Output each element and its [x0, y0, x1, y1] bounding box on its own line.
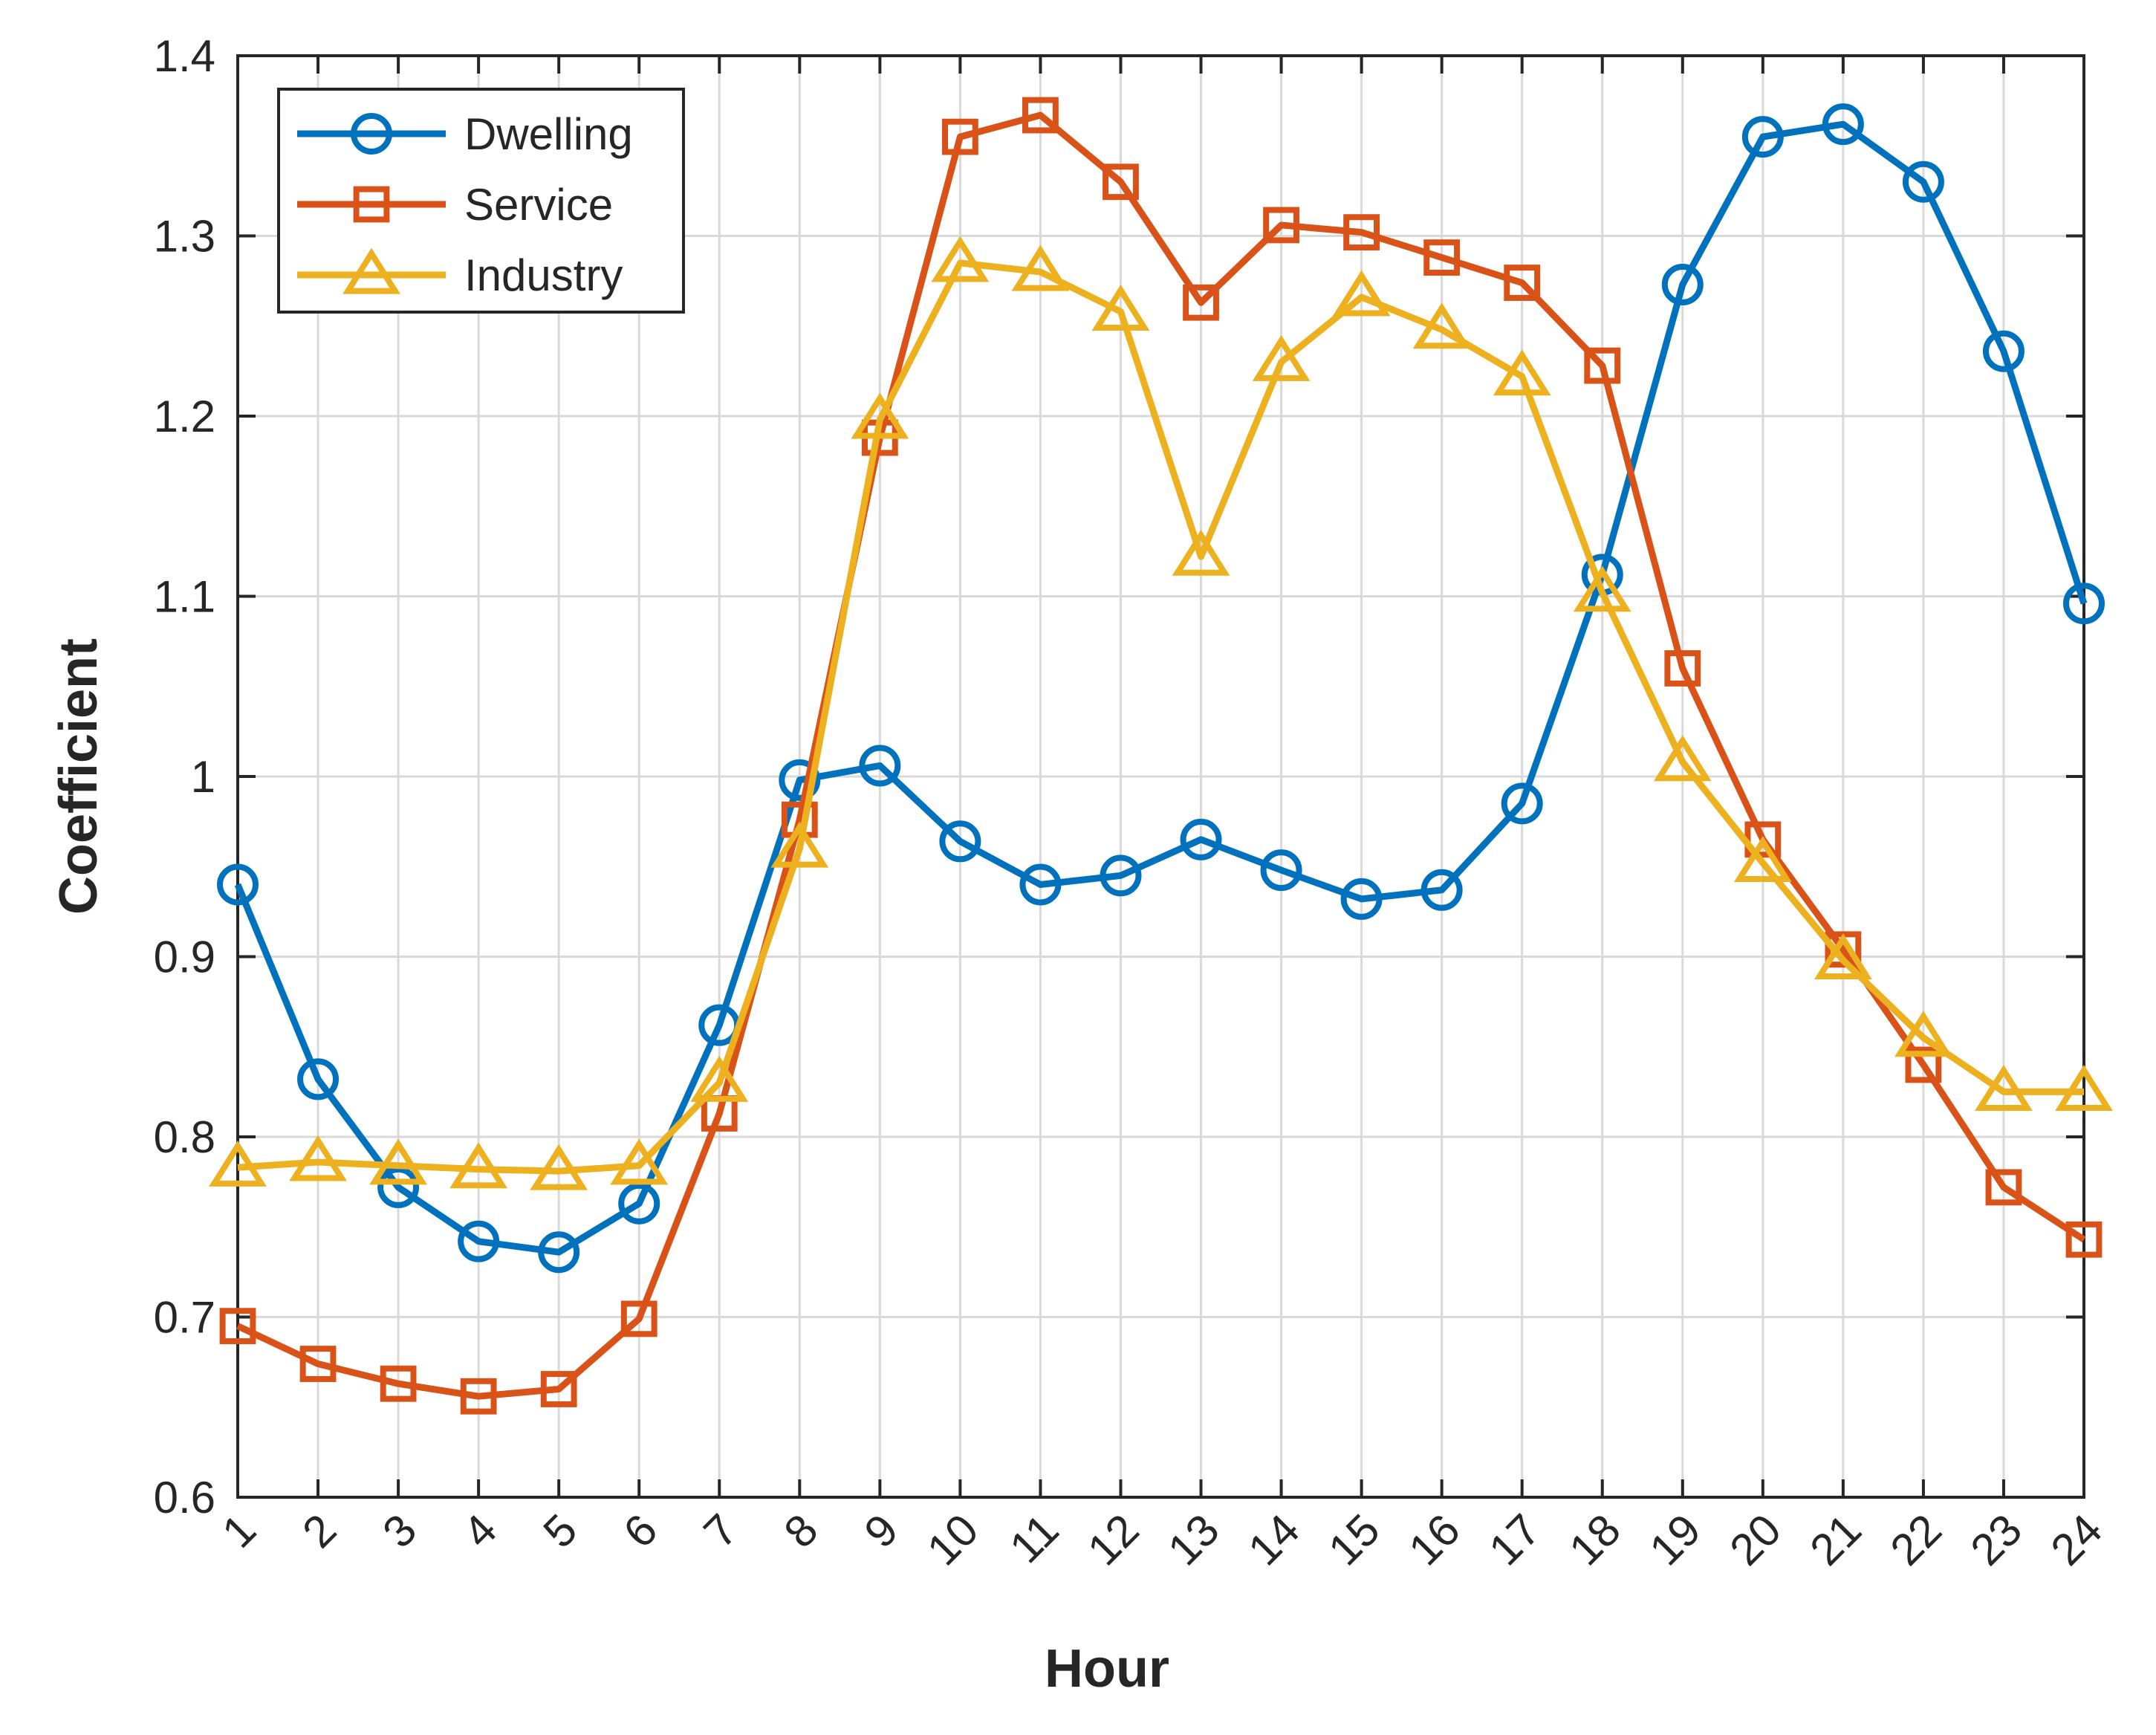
data-point-triangle: [1412, 302, 1471, 349]
series-line-dwelling: [234, 120, 2088, 1256]
y-tick-label: 1.3: [154, 212, 215, 262]
x-axis-title: Hour: [1045, 1639, 1169, 1699]
data-point-triangle: [1894, 1011, 1952, 1057]
data-point-square: [1504, 265, 1541, 301]
data-point-triangle: [851, 392, 909, 439]
data-point-triangle: [1975, 1065, 2033, 1111]
data-point-triangle: [342, 247, 400, 294]
data-point-triangle: [289, 1135, 347, 1181]
legend-item-dwelling: Dwelling: [297, 109, 633, 159]
data-point-triangle: [1332, 270, 1391, 317]
y-tick-label: 0.8: [154, 1112, 215, 1162]
data-point-square: [460, 1378, 497, 1415]
legend-item-industry: Industry: [297, 247, 623, 300]
data-point-circle: [1420, 869, 1463, 911]
data-point-circle: [1340, 878, 1383, 920]
legend: Dwelling Service Industry: [277, 88, 685, 314]
legend-label: Service: [464, 180, 613, 230]
data-point-circle: [1741, 116, 1784, 158]
data-point-triangle: [530, 1144, 588, 1190]
series-dwelling: [217, 103, 2105, 1274]
data-point-square: [1423, 239, 1461, 276]
data-point-square: [1263, 207, 1299, 244]
data-point-triangle: [1091, 285, 1150, 331]
data-point-square: [1985, 1169, 2022, 1206]
data-point-circle: [2063, 583, 2105, 625]
data-point-circle: [1982, 330, 2025, 372]
data-point-triangle: [610, 1138, 669, 1185]
data-point-circle: [538, 1231, 580, 1274]
data-point-triangle: [209, 1140, 267, 1187]
data-point-circle: [1180, 818, 1222, 860]
data-point-square: [1103, 163, 1139, 201]
data-point-triangle: [931, 236, 990, 282]
legend-item-service: Service: [297, 180, 613, 230]
data-point-circle: [377, 1166, 420, 1208]
data-point-square: [353, 186, 390, 223]
data-point-circle: [1100, 854, 1142, 897]
data-point-square: [1584, 347, 1621, 384]
data-point-square: [299, 1346, 337, 1382]
data-point-triangle: [1573, 565, 1631, 612]
data-point-circle: [618, 1182, 660, 1225]
data-point-circle: [939, 820, 981, 863]
data-point-square: [1183, 284, 1219, 321]
data-point-triangle: [449, 1142, 508, 1189]
data-point-triangle: [1493, 349, 1551, 396]
data-point-triangle: [1733, 836, 1792, 882]
y-tick-label: 1: [191, 752, 215, 802]
data-point-circle: [297, 1058, 340, 1100]
data-point-circle: [217, 863, 259, 906]
y-tick-label: 0.9: [154, 933, 215, 982]
data-point-square: [540, 1371, 577, 1407]
data-point-triangle: [1252, 334, 1311, 381]
data-point-circle: [458, 1220, 500, 1262]
data-point-circle: [1019, 863, 1062, 906]
y-tick-label: 1.4: [154, 31, 215, 81]
data-point-triangle: [690, 1055, 749, 1102]
data-point-square: [2065, 1221, 2103, 1258]
data-point-triangle: [1653, 735, 1712, 782]
data-point-square: [1905, 1046, 1942, 1083]
data-point-triangle: [770, 821, 829, 868]
y-tick-label: 1.2: [154, 392, 215, 441]
y-axis-title: Coefficient: [49, 638, 108, 915]
y-tick-label: 1.1: [154, 572, 215, 622]
series-industry: [209, 236, 2113, 1190]
data-point-triangle: [1011, 244, 1070, 291]
data-point-square: [380, 1365, 417, 1402]
data-point-circle: [859, 745, 901, 787]
data-point-square: [1343, 214, 1380, 251]
y-tick-label: 0.6: [154, 1473, 215, 1522]
data-point-square: [219, 1308, 256, 1345]
legend-label: Industry: [464, 250, 623, 300]
data-point-square: [620, 1300, 657, 1337]
data-point-circle: [779, 759, 821, 801]
data-point-circle: [1501, 782, 1543, 825]
data-point-circle: [1260, 849, 1302, 892]
series-group: [209, 97, 2113, 1415]
legend-label: Dwelling: [464, 109, 633, 159]
data-point-square: [1022, 97, 1059, 134]
data-point-triangle: [369, 1138, 428, 1185]
data-point-triangle: [1172, 529, 1230, 576]
data-point-circle: [1822, 103, 1864, 146]
data-point-circle: [351, 113, 392, 155]
data-point-circle: [1902, 160, 1944, 203]
data-point-square: [941, 118, 978, 155]
data-point-triangle: [1814, 933, 1872, 979]
data-point-circle: [1661, 263, 1704, 305]
y-tick-label: 0.7: [154, 1293, 215, 1343]
data-point-triangle: [2055, 1065, 2113, 1111]
data-point-square: [1664, 650, 1701, 687]
